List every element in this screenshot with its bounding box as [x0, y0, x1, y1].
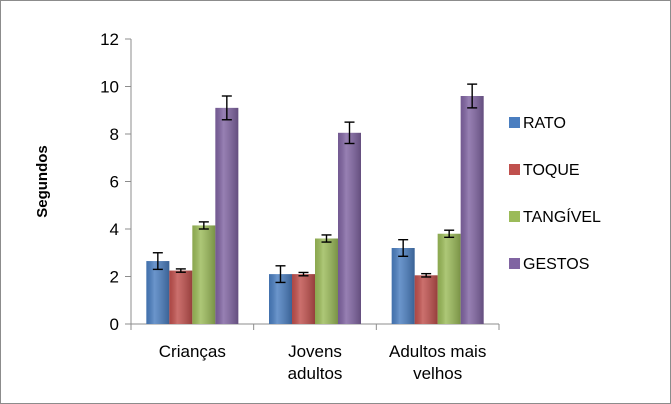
- bar-shading: [269, 274, 292, 324]
- bar-shading: [460, 96, 484, 324]
- legend-swatch-tangível: [509, 211, 520, 222]
- bar-shading: [292, 274, 315, 324]
- x-category-label: Adultos mais: [389, 342, 486, 361]
- legend-label: RATO: [523, 115, 566, 132]
- bar-shading: [414, 275, 438, 324]
- y-tick-label: 0: [110, 315, 119, 334]
- legend-swatch-toque: [509, 164, 520, 175]
- legend-swatch-rato: [509, 117, 520, 128]
- legend: RATO TOQUE TANGÍVEL GESTOS: [509, 115, 601, 273]
- legend-label: TANGÍVEL: [523, 207, 601, 226]
- legend-label: GESTOS: [523, 256, 589, 273]
- bar-shading: [338, 132, 361, 324]
- x-category-label: Crianças: [159, 342, 226, 361]
- y-axis-label: Segundos: [34, 145, 51, 218]
- legend-label: TOQUE: [523, 162, 580, 179]
- y-tick-label: 2: [110, 268, 119, 287]
- y-tick-label: 6: [110, 173, 119, 192]
- x-category-label: velhos: [413, 364, 462, 383]
- bar-shading: [437, 233, 461, 324]
- bar-shading: [192, 225, 216, 324]
- bar-shading: [146, 261, 170, 324]
- bar-shading: [215, 107, 239, 324]
- y-tick-label: 4: [110, 220, 119, 239]
- y-tick-label: 12: [100, 30, 119, 49]
- x-category-label: adultos: [288, 364, 343, 383]
- y-tick-label: 10: [100, 78, 119, 97]
- bar-shading: [391, 248, 415, 324]
- bar-shading: [315, 238, 338, 324]
- plot-area: 0 2 4 6 8 10 12 Segundos Crianças Jovens adultos Ad…: [34, 30, 500, 383]
- bar-shading: [169, 270, 193, 324]
- x-category-label: Jovens: [288, 342, 342, 361]
- legend-swatch-gestos: [509, 258, 520, 269]
- y-tick-label: 8: [110, 125, 119, 144]
